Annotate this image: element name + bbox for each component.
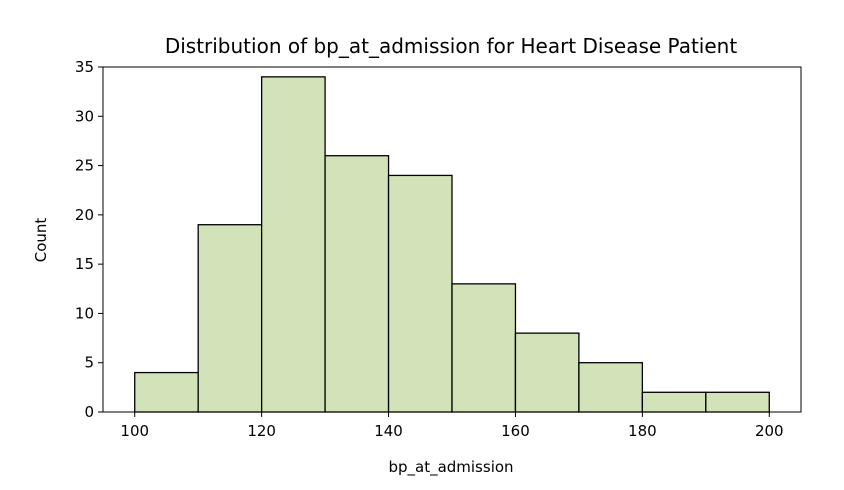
y-axis-ticks: 0 5 10 15 20 25 30 35 <box>75 58 103 421</box>
histogram-bar-9 <box>705 391 770 413</box>
x-axis-label: bp_at_admission <box>388 458 513 477</box>
histogram-bar-5 <box>451 283 517 413</box>
y-tick-label-3: 15 <box>75 255 94 273</box>
histogram-bar-1 <box>197 224 263 413</box>
histogram-bar-2 <box>260 76 326 413</box>
x-tick-label-2: 140 <box>374 422 403 440</box>
y-tick-label-6: 30 <box>75 107 94 125</box>
x-tick-label-5: 200 <box>755 422 784 440</box>
y-tick-label-5: 25 <box>75 157 94 175</box>
histogram-bar-0 <box>134 371 199 413</box>
histogram-bar-4 <box>387 174 453 413</box>
y-tick-label-0: 0 <box>84 403 94 421</box>
x-tick-label-4: 180 <box>628 422 657 440</box>
y-tick-label-1: 5 <box>84 354 94 372</box>
y-axis-label: Count <box>32 218 50 263</box>
bars-group <box>134 76 770 413</box>
x-tick-label-0: 100 <box>120 422 149 440</box>
x-tick-label-3: 160 <box>501 422 530 440</box>
y-tick-label-4: 20 <box>75 206 94 224</box>
plot-frame <box>102 66 802 413</box>
histogram-bar-7 <box>578 362 644 413</box>
x-tick-label-1: 120 <box>247 422 276 440</box>
y-tick-label-7: 35 <box>75 58 94 76</box>
chart-title: Distribution of bp_at_admission for Hear… <box>165 34 738 58</box>
histogram-bar-6 <box>514 332 580 413</box>
histogram-bar-3 <box>324 155 390 413</box>
y-tick-label-2: 10 <box>75 304 94 322</box>
x-axis-ticks: 100 120 140 160 180 200 <box>120 412 784 440</box>
histogram-bar-8 <box>641 391 707 413</box>
